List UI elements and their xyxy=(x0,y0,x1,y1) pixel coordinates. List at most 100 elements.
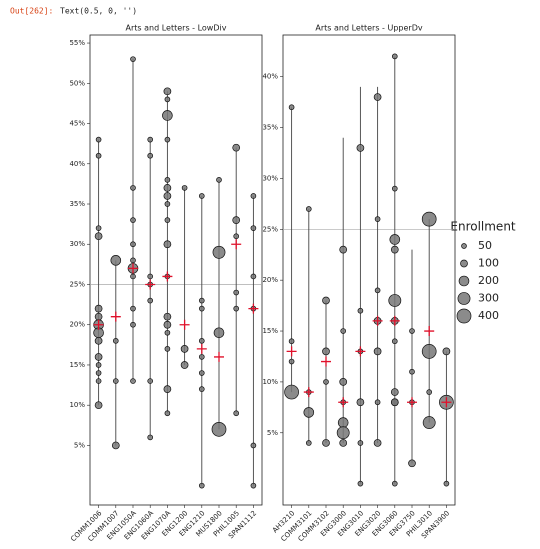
mean-marker xyxy=(372,315,383,326)
point xyxy=(130,185,136,191)
point xyxy=(130,56,136,62)
point xyxy=(357,440,364,446)
point xyxy=(198,193,205,199)
point xyxy=(147,136,154,143)
point xyxy=(198,482,205,489)
mean-marker xyxy=(196,343,207,354)
point xyxy=(147,152,154,159)
point xyxy=(323,379,329,385)
point xyxy=(233,289,240,296)
point xyxy=(250,273,257,280)
y-tick-label: 5% xyxy=(267,429,278,437)
point xyxy=(198,305,205,312)
point xyxy=(94,304,103,313)
point xyxy=(357,480,364,487)
point xyxy=(112,378,119,384)
point xyxy=(409,328,415,334)
legend-label: 200 xyxy=(478,274,499,287)
point xyxy=(288,104,295,111)
point xyxy=(213,327,225,339)
point xyxy=(163,240,172,249)
point xyxy=(212,245,226,259)
chart-title: Arts and Letters - LowDiv xyxy=(126,24,227,33)
point xyxy=(390,398,399,407)
point xyxy=(305,440,312,446)
y-tick-label: 15% xyxy=(69,361,85,369)
point xyxy=(357,307,364,314)
point xyxy=(164,346,171,352)
point xyxy=(374,287,381,294)
y-tick-label: 20% xyxy=(262,276,278,284)
y-tick-label: 50% xyxy=(69,79,85,87)
point xyxy=(95,152,102,159)
y-tick-label: 35% xyxy=(262,124,278,132)
point xyxy=(180,345,189,353)
mean-marker xyxy=(248,303,259,314)
point xyxy=(130,257,136,264)
y-tick-label: 25% xyxy=(69,280,85,288)
y-tick-label: 55% xyxy=(69,39,85,47)
y-tick-label: 40% xyxy=(69,160,85,168)
point xyxy=(163,87,172,96)
point xyxy=(112,337,119,344)
point xyxy=(443,480,450,487)
mean-marker xyxy=(214,351,224,362)
y-tick-label: 30% xyxy=(69,240,85,248)
legend-label: 50 xyxy=(478,239,492,252)
legend-marker xyxy=(458,275,470,287)
point xyxy=(232,216,241,224)
chart-title: Arts and Letters - UpperDv xyxy=(315,24,422,33)
point xyxy=(303,407,315,418)
point xyxy=(426,389,433,395)
point xyxy=(339,245,348,254)
y-tick-label: 35% xyxy=(69,200,85,208)
point xyxy=(322,347,330,356)
point xyxy=(147,297,154,304)
point xyxy=(95,370,102,376)
point xyxy=(130,321,136,328)
point xyxy=(442,347,451,356)
point xyxy=(390,388,399,396)
point xyxy=(162,110,173,121)
point xyxy=(373,93,382,101)
point xyxy=(198,297,205,304)
point xyxy=(250,442,257,449)
point xyxy=(389,234,401,245)
y-tick-label: 10% xyxy=(262,378,278,386)
point xyxy=(305,206,312,212)
legend-label: 400 xyxy=(478,309,499,322)
point xyxy=(111,441,120,450)
legend-label: 100 xyxy=(478,257,499,270)
point xyxy=(422,416,436,430)
legend-marker xyxy=(457,292,471,305)
point xyxy=(95,136,102,143)
legend-marker xyxy=(461,243,467,249)
point xyxy=(356,398,365,407)
plot-frame xyxy=(282,34,456,506)
point xyxy=(391,53,398,60)
point xyxy=(164,96,171,103)
y-tick-label: 15% xyxy=(262,327,278,335)
point xyxy=(216,177,222,183)
point xyxy=(250,482,257,489)
point xyxy=(408,459,416,468)
point xyxy=(391,338,398,345)
legend-label: 300 xyxy=(478,292,499,305)
point xyxy=(421,211,437,227)
y-tick-label: 25% xyxy=(262,225,278,233)
point xyxy=(94,336,103,345)
mean-marker xyxy=(110,311,121,322)
mean-marker xyxy=(321,356,331,367)
point xyxy=(250,193,257,199)
y-tick-label: 45% xyxy=(69,120,85,128)
point xyxy=(164,410,171,417)
point xyxy=(181,185,188,191)
plot-frame xyxy=(89,34,263,506)
point xyxy=(211,421,227,437)
point xyxy=(288,338,295,345)
y-tick-label: 10% xyxy=(69,401,85,409)
point xyxy=(164,201,171,207)
point xyxy=(180,361,189,369)
mean-marker xyxy=(93,319,104,330)
